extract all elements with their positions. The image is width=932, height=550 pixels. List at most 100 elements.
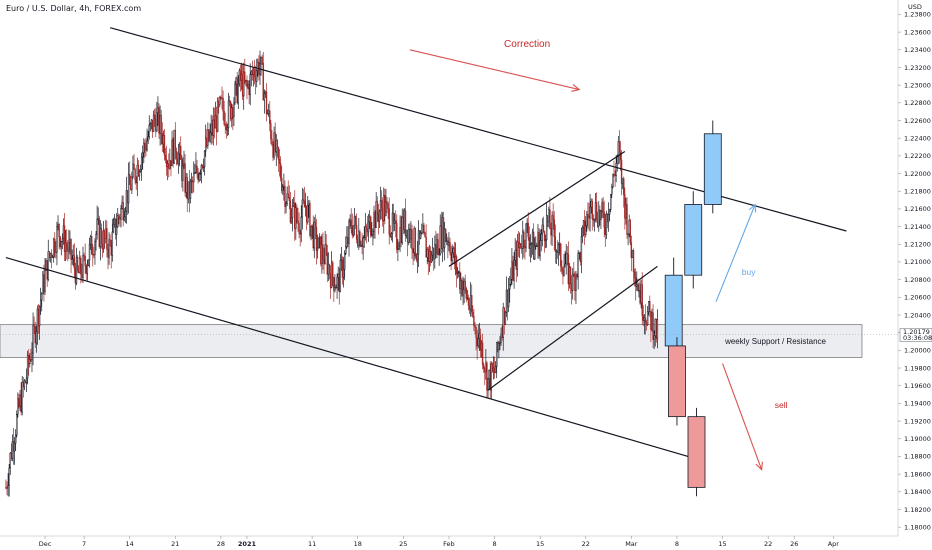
candle-body (320, 236, 322, 265)
candle-body (300, 216, 302, 235)
candle-body (61, 238, 64, 242)
candle-body (373, 212, 375, 232)
candle-body (200, 164, 203, 174)
candle-body (62, 225, 65, 240)
candle-body (555, 250, 558, 252)
candle-body (260, 56, 262, 65)
candle-body (378, 210, 381, 222)
candle-body (615, 163, 617, 176)
candle-body (24, 380, 27, 384)
candle-body (525, 223, 527, 249)
candle-body (42, 274, 44, 295)
price-marker-countdown: 03:36:08 (903, 334, 932, 342)
candle-body (5, 487, 7, 489)
candle-body (506, 289, 509, 308)
candle-body (334, 287, 336, 291)
candle-body (453, 247, 456, 265)
x-tick-label: Feb (443, 540, 455, 548)
candle-body (18, 398, 20, 407)
candle-body (642, 315, 644, 321)
x-tick-label: 22 (582, 540, 590, 548)
candle-body (119, 217, 121, 220)
candle-body (404, 210, 407, 237)
candle-body (267, 110, 270, 114)
candle-body (594, 202, 597, 220)
candle-body (50, 253, 53, 258)
candle-body (516, 241, 519, 270)
candle-body (249, 74, 251, 96)
candle-body (612, 174, 614, 188)
candle-body (610, 193, 612, 210)
candle-body (482, 364, 485, 369)
candle-body (408, 228, 410, 243)
candle-body (577, 252, 579, 278)
candle-body (312, 224, 314, 249)
candle-body (524, 246, 526, 249)
candle-body (279, 163, 282, 179)
candle-body (465, 288, 468, 299)
candle-body (177, 153, 180, 165)
candle-body (380, 200, 383, 209)
candle-body (653, 335, 655, 340)
candle-body (225, 124, 228, 131)
candle-body (646, 311, 649, 326)
candle-body (171, 139, 173, 166)
candle-body (381, 207, 384, 222)
candle-body (611, 186, 613, 195)
candle-body (450, 252, 452, 261)
candle-body (590, 201, 592, 208)
candle-body (489, 369, 491, 391)
candle-body (557, 244, 560, 253)
projection-layer (664, 120, 722, 497)
candle-body (608, 209, 611, 215)
candle-body (461, 280, 463, 296)
candle-body (90, 236, 93, 255)
candle-body (31, 352, 33, 361)
candle-body (593, 218, 596, 221)
candle-body (401, 216, 403, 244)
candle-body (271, 138, 273, 145)
candle-body (190, 180, 193, 182)
candle-body (475, 327, 477, 339)
x-tick-label: 15 (536, 540, 544, 548)
y-tick-label: 1.22600 (904, 117, 931, 125)
candle-body (82, 254, 84, 278)
candle-body (402, 216, 405, 230)
candle-body (379, 200, 382, 212)
candle-body (21, 382, 23, 413)
candle-body (519, 243, 522, 248)
candle-body (345, 246, 347, 254)
candle-body (527, 222, 529, 238)
candle-body (539, 240, 541, 257)
candle-body (169, 160, 171, 169)
candle-body (147, 136, 149, 142)
candle-body (596, 219, 599, 227)
candle-body (451, 252, 453, 261)
candle-body (456, 272, 459, 274)
candle-body (631, 250, 634, 258)
y-tick-label: 1.20400 (904, 311, 931, 319)
y-tick-label: 1.23800 (904, 11, 931, 19)
candle-body (565, 252, 567, 265)
candle-body (166, 163, 169, 168)
y-tick-label: 1.22000 (904, 170, 931, 178)
candle-body (16, 414, 18, 436)
candle-body (266, 113, 269, 115)
candle-body (618, 141, 621, 153)
candle-body (23, 380, 26, 388)
candle-body (43, 274, 45, 293)
projection-candle (664, 274, 683, 347)
candle-body (176, 158, 179, 165)
candle-body (48, 251, 51, 258)
candle-body (329, 273, 332, 288)
candle-body (459, 271, 461, 290)
candle-body (139, 169, 142, 172)
candle-body (656, 319, 659, 339)
candle-body (581, 227, 584, 237)
candle-body (234, 83, 236, 104)
candle-body (287, 193, 289, 198)
candle-body (375, 201, 377, 228)
candle-body (604, 227, 606, 235)
candle-body (492, 367, 495, 372)
